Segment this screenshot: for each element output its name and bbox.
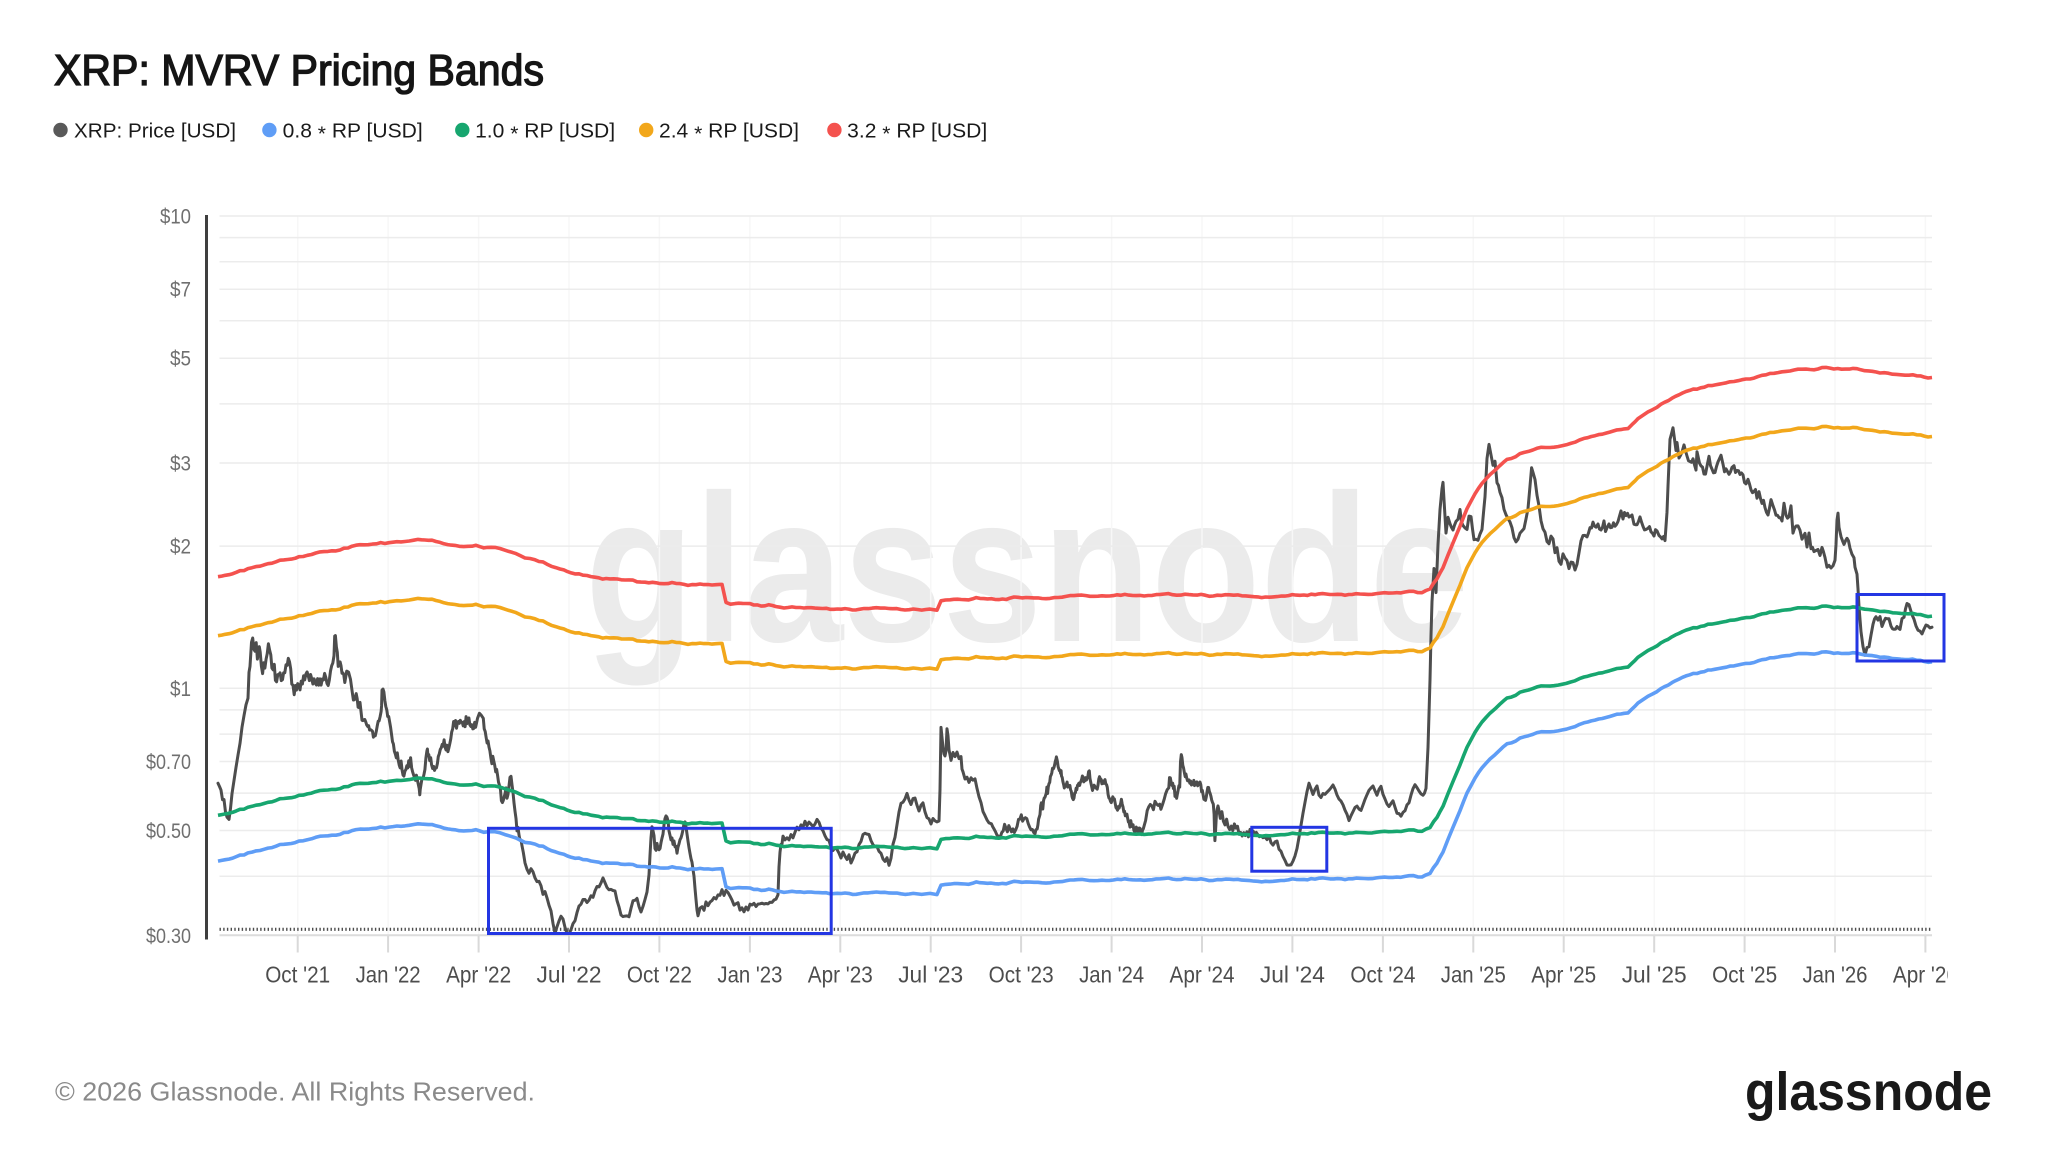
svg-text:Jan '25: Jan '25 [1441, 962, 1506, 988]
svg-text:0.8 * RP [USD]: 0.8 * RP [USD] [283, 120, 423, 146]
svg-text:Jan '26: Jan '26 [1803, 962, 1868, 988]
svg-text:Jan '22: Jan '22 [356, 962, 421, 988]
svg-text:glassnode: glassnode [585, 451, 1469, 686]
svg-text:XRP: Price [USD]: XRP: Price [USD] [74, 120, 236, 143]
svg-text:Apr '25: Apr '25 [1531, 962, 1596, 988]
svg-text:Oct '24: Oct '24 [1350, 962, 1415, 988]
svg-text:1.0 * RP [USD]: 1.0 * RP [USD] [475, 120, 615, 146]
svg-text:© 2026 Glassnode. All Rights R: © 2026 Glassnode. All Rights Reserved. [55, 1077, 535, 1107]
svg-text:Apr '26: Apr '26 [1893, 962, 1958, 988]
svg-text:Apr '24: Apr '24 [1170, 962, 1235, 988]
svg-text:$10: $10 [160, 206, 191, 229]
svg-text:Jan '23: Jan '23 [717, 962, 782, 988]
svg-text:Jul '24: Jul '24 [1260, 962, 1325, 988]
svg-text:Jul '25: Jul '25 [1622, 962, 1687, 988]
svg-text:$1: $1 [170, 678, 191, 701]
svg-text:$2: $2 [170, 536, 191, 559]
svg-text:$3: $3 [170, 453, 191, 476]
svg-text:Oct '22: Oct '22 [627, 962, 692, 988]
svg-text:glassnode: glassnode [1745, 1062, 1992, 1122]
svg-text:Jul '22: Jul '22 [537, 962, 602, 988]
svg-text:$0.70: $0.70 [146, 751, 191, 774]
svg-text:Oct '25: Oct '25 [1712, 962, 1777, 988]
svg-text:2.4 * RP [USD]: 2.4 * RP [USD] [659, 120, 799, 146]
svg-text:$7: $7 [170, 279, 191, 302]
svg-text:Jan '24: Jan '24 [1079, 962, 1144, 988]
svg-text:$0.50: $0.50 [146, 820, 191, 843]
svg-text:Apr '22: Apr '22 [446, 962, 511, 988]
svg-text:Jul '23: Jul '23 [898, 962, 963, 988]
svg-text:$0.30: $0.30 [146, 925, 191, 948]
svg-text:Oct '23: Oct '23 [989, 962, 1054, 988]
svg-text:XRP: MVRV Pricing Bands: XRP: MVRV Pricing Bands [54, 46, 544, 95]
svg-text:$5: $5 [170, 348, 191, 371]
svg-text:Apr '23: Apr '23 [808, 962, 873, 988]
svg-text:3.2 * RP [USD]: 3.2 * RP [USD] [847, 120, 987, 146]
svg-text:Oct '21: Oct '21 [265, 962, 330, 988]
